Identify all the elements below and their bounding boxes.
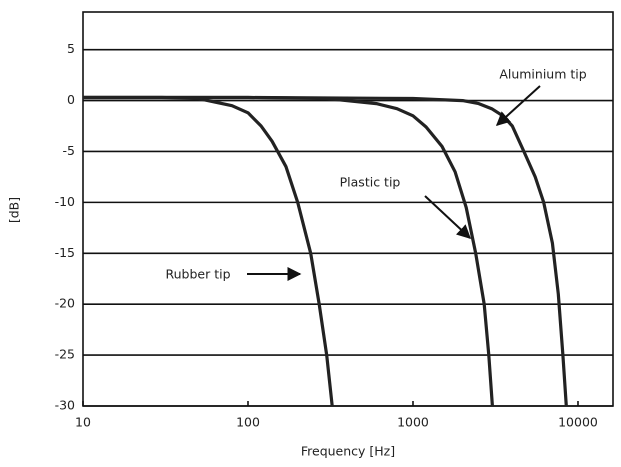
line-series [83,95,334,407]
y-tick-label: -10 [55,194,75,209]
y-tick-label: -5 [63,143,75,158]
y-tick-label: -15 [55,245,75,260]
y-tick-label: -25 [55,347,75,362]
y-axis-label: [dB] [7,197,22,223]
x-tick-label: 1000 [397,415,429,430]
annotation-arrow [495,85,541,126]
annotation: Rubber tip [165,267,230,282]
line-series [83,95,568,407]
annotation: Aluminium tip [499,67,586,82]
y-tick-label: 5 [67,41,75,56]
x-tick-label: 10 [75,415,91,430]
line-series [83,95,494,407]
y-tick-label: 0 [67,92,75,107]
annotation: Plastic tip [340,175,401,190]
y-tick-label: -30 [55,398,75,413]
x-axis-label: Frequency [Hz] [301,444,395,459]
x-tick-label: 10000 [558,415,598,430]
annotation-arrow [424,195,472,239]
plot-frame [82,11,614,407]
x-tick-label: 100 [236,415,260,430]
y-tick-label: -20 [55,296,75,311]
